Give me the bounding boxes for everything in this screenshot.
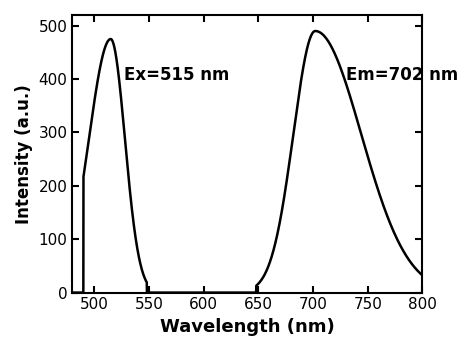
Y-axis label: Intensity (a.u.): Intensity (a.u.) — [15, 84, 33, 224]
Text: Em=702 nm: Em=702 nm — [346, 66, 458, 84]
Text: Ex=515 nm: Ex=515 nm — [124, 66, 229, 84]
X-axis label: Wavelength (nm): Wavelength (nm) — [160, 318, 335, 336]
